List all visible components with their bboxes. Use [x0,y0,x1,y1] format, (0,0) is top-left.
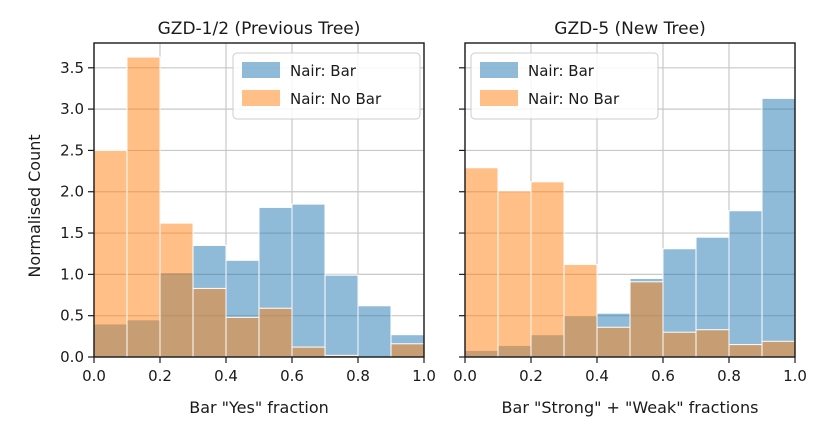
histogram-bar [225,316,260,358]
series-nair-no-bar [464,167,796,358]
x-tick-label: 0.2 [519,367,543,385]
x-tick-label: 1.0 [412,367,436,385]
histogram-bar [596,326,631,358]
chart-title: GZD-1/2 (Previous Tree) [158,19,361,39]
histogram-bar [761,340,796,358]
y-tick-label: 1.5 [60,224,84,242]
histogram-bar [258,307,293,358]
histogram-bar [357,305,392,358]
legend-swatch [480,62,518,78]
y-tick-label: 0.5 [60,307,84,325]
y-tick-label: 0.0 [60,348,84,366]
histogram-bar [192,287,227,358]
x-tick-label: 0.4 [214,367,238,385]
histogram-bar [761,97,796,358]
legend-label: Nair: No Bar [528,90,620,108]
histogram-bar [464,167,499,358]
histogram-bar [695,329,730,358]
histogram-bar [291,346,326,358]
x-tick-label: 0.0 [82,367,106,385]
legend-label: Nair: Bar [528,62,595,80]
histogram-bar [662,331,697,358]
x-axis-label: Bar "Strong" + "Weak" fractions [502,398,759,417]
x-tick-label: 0.6 [280,367,304,385]
histogram-bar [324,274,359,358]
histogram-bar [629,281,664,358]
legend-label: Nair: No Bar [290,90,382,108]
plot-frame [93,42,425,358]
x-tick-label: 0.4 [585,367,609,385]
x-tick-label: 0.8 [346,367,370,385]
legend-label: Nair: Bar [290,62,357,80]
histogram-bar [126,56,161,358]
y-tick-label: 1.0 [60,265,84,283]
legend: Nair: Bar Nair: No Bar [470,52,659,120]
x-axis-label: Bar "Yes" fraction [189,398,329,417]
x-ticks: 0.0 0.2 0.4 0.6 0.8 1.0 [82,357,436,385]
legend-swatch [242,90,280,106]
legend: Nair: Bar Nair: No Bar [232,52,421,120]
histogram-bar [390,343,425,358]
y-tick-label: 3.0 [60,100,84,118]
histogram-bar [93,149,128,358]
y-tick-label: 2.5 [60,141,84,159]
histogram-bar [291,203,326,358]
x-tick-label: 0.0 [453,367,477,385]
x-tick-label: 0.2 [148,367,172,385]
x-tick-label: 0.6 [651,367,675,385]
histogram-bar [728,210,763,358]
y-ticks [459,67,465,358]
x-tick-label: 0.8 [717,367,741,385]
y-ticks: 0.0 0.5 1.0 1.5 2.0 2.5 3.0 3.5 [60,59,94,366]
chart-panel-new-tree: GZD-5 (New Tree) Bar "Strong" + "Weak" f… [453,19,807,417]
histogram-bar [497,190,532,358]
plot-frame [464,42,796,358]
y-axis-label: Normalised Count [25,134,44,277]
histogram-bar [530,181,565,358]
y-tick-label: 3.5 [60,59,84,77]
x-tick-label: 1.0 [783,367,807,385]
legend-swatch [480,90,518,106]
chart-title: GZD-5 (New Tree) [554,19,705,39]
histogram-bar [563,263,598,358]
y-tick-label: 2.0 [60,183,84,201]
histogram-bar [159,222,194,358]
histogram-bar [728,344,763,358]
legend-swatch [242,62,280,78]
chart-panel-previous-tree: GZD-1/2 (Previous Tree) Bar "Yes" fracti… [60,19,436,417]
x-ticks: 0.0 0.2 0.4 0.6 0.8 1.0 [453,357,807,385]
